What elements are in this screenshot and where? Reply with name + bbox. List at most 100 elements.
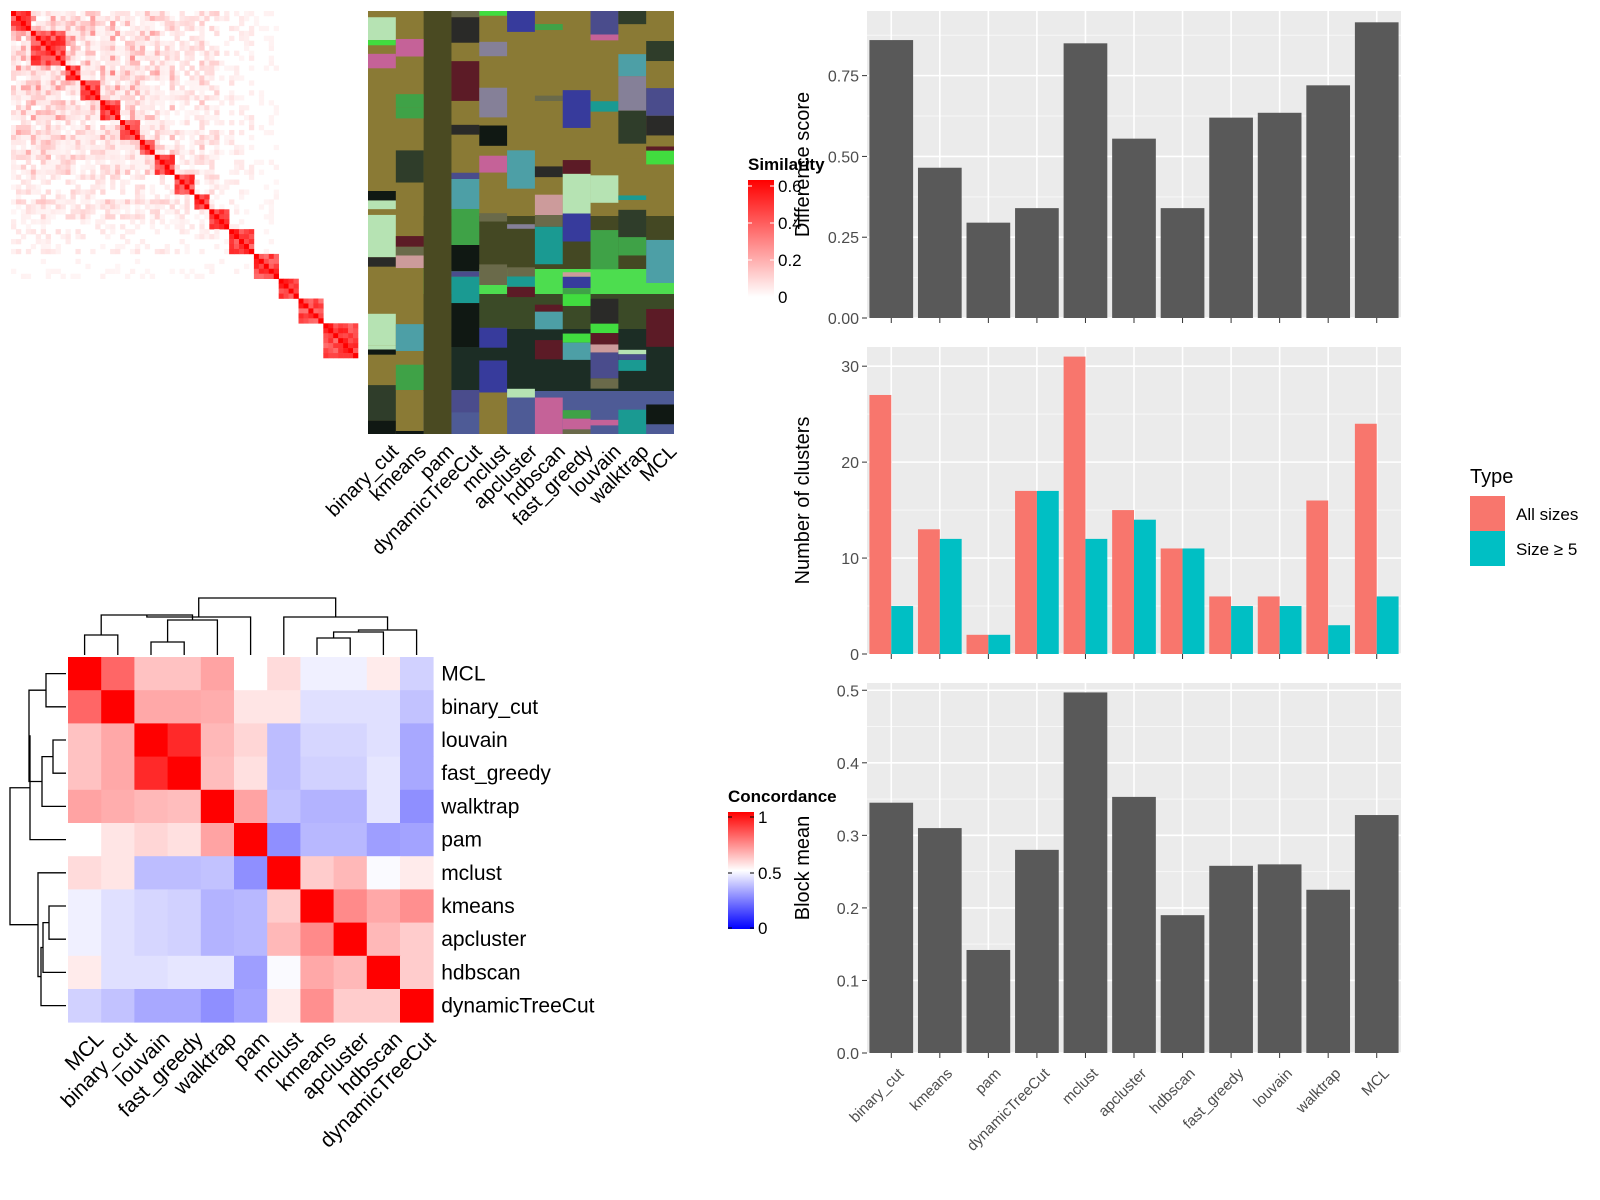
similarity-cell	[209, 149, 215, 156]
similarity-cell	[70, 20, 76, 27]
similarity-cell	[194, 115, 200, 121]
similarity-cell	[70, 90, 76, 96]
similarity-legend-tick: 0.2	[778, 251, 802, 270]
similarity-cell	[30, 164, 37, 170]
similarity-cell	[35, 30, 42, 37]
similarity-cell	[353, 328, 359, 334]
similarity-cell	[204, 234, 210, 240]
assignment-cell	[507, 11, 535, 32]
similarity-cell	[15, 149, 22, 156]
legend-key-size-ge-5	[1470, 531, 1505, 566]
similarity-cell	[25, 35, 32, 42]
similarity-cell	[20, 134, 27, 141]
assignment-cell	[395, 236, 424, 247]
similarity-cell	[159, 174, 165, 180]
similarity-cell	[20, 164, 27, 170]
similarity-cell	[80, 35, 86, 42]
similarity-cell	[125, 115, 131, 121]
similarity-cell	[30, 55, 37, 61]
similarity-cell	[45, 164, 51, 170]
similarity-cell	[169, 30, 175, 37]
similarity-cell	[348, 328, 354, 334]
similarity-cell	[115, 199, 121, 205]
similarity-cell	[298, 313, 304, 319]
similarity-cell	[90, 35, 96, 42]
similarity-cell	[35, 90, 42, 96]
similarity-cell	[35, 209, 42, 215]
similarity-cell	[164, 243, 170, 250]
similarity-cell	[35, 189, 42, 195]
bar-all-sizes	[1209, 596, 1232, 654]
similarity-cell	[179, 179, 185, 185]
similarity-cell	[214, 243, 220, 250]
similarity-cell	[30, 204, 37, 210]
concordance-cell	[134, 823, 168, 857]
similarity-cell	[100, 159, 106, 165]
similarity-cell	[184, 204, 190, 210]
similarity-cell	[45, 125, 51, 131]
similarity-cell	[184, 110, 190, 116]
similarity-cell	[229, 199, 235, 205]
similarity-cell	[45, 214, 51, 220]
concordance-cell	[400, 922, 434, 957]
similarity-cell	[273, 105, 279, 111]
similarity-cell	[125, 65, 131, 71]
similarity-cell	[134, 209, 141, 215]
similarity-cell	[194, 25, 200, 32]
similarity-cell	[134, 214, 141, 220]
similarity-cell	[80, 50, 86, 56]
similarity-cell	[204, 115, 210, 121]
similarity-cell	[268, 263, 275, 270]
similarity-cell	[214, 234, 220, 240]
similarity-cell	[110, 120, 116, 126]
concordance-cell	[333, 823, 368, 857]
dendrogram-branch	[150, 641, 185, 655]
similarity-cell	[30, 110, 37, 116]
bar-size-5	[988, 634, 1011, 654]
similarity-cell	[110, 149, 116, 156]
dendrogram-branch	[28, 689, 46, 783]
similarity-cell	[115, 159, 121, 165]
similarity-cell	[139, 11, 146, 17]
similarity-cell	[50, 134, 56, 141]
dendrogram-branch	[9, 787, 38, 926]
similarity-cell	[134, 154, 141, 161]
similarity-cell	[90, 164, 96, 170]
similarity-cell	[90, 30, 96, 37]
similarity-cell	[164, 25, 170, 32]
similarity-cell	[139, 159, 146, 165]
assignment-cell	[590, 344, 619, 353]
similarity-cell	[120, 35, 126, 42]
similarity-cell	[169, 60, 175, 66]
similarity-cell	[154, 30, 161, 37]
similarity-cell	[75, 204, 81, 210]
similarity-cell	[169, 199, 175, 205]
similarity-cell	[40, 159, 46, 165]
similarity-cell	[338, 328, 344, 334]
concordance-row-label: MCL	[441, 663, 485, 686]
concordance-cell	[300, 889, 334, 923]
similarity-cell	[115, 169, 121, 175]
similarity-cell	[179, 40, 185, 46]
similarity-cell	[20, 55, 27, 61]
similarity-cell	[75, 184, 81, 190]
similarity-cell	[164, 50, 170, 56]
similarity-cell	[11, 40, 17, 46]
similarity-cell	[323, 328, 329, 334]
similarity-cell	[55, 110, 61, 116]
similarity-cell	[11, 134, 17, 141]
similarity-cell	[50, 174, 56, 180]
similarity-cell	[35, 75, 42, 81]
similarity-cell	[248, 174, 255, 180]
bar	[1257, 864, 1302, 1053]
similarity-cell	[11, 25, 17, 32]
similarity-cell	[169, 55, 175, 61]
similarity-cell	[100, 95, 106, 101]
concordance-legend-tick: 0	[758, 919, 767, 938]
similarity-cell	[204, 60, 210, 66]
similarity-cell	[105, 45, 111, 51]
similarity-cell	[120, 11, 126, 17]
similarity-cell	[144, 268, 151, 275]
similarity-cell	[154, 11, 161, 17]
similarity-cell	[105, 214, 111, 220]
